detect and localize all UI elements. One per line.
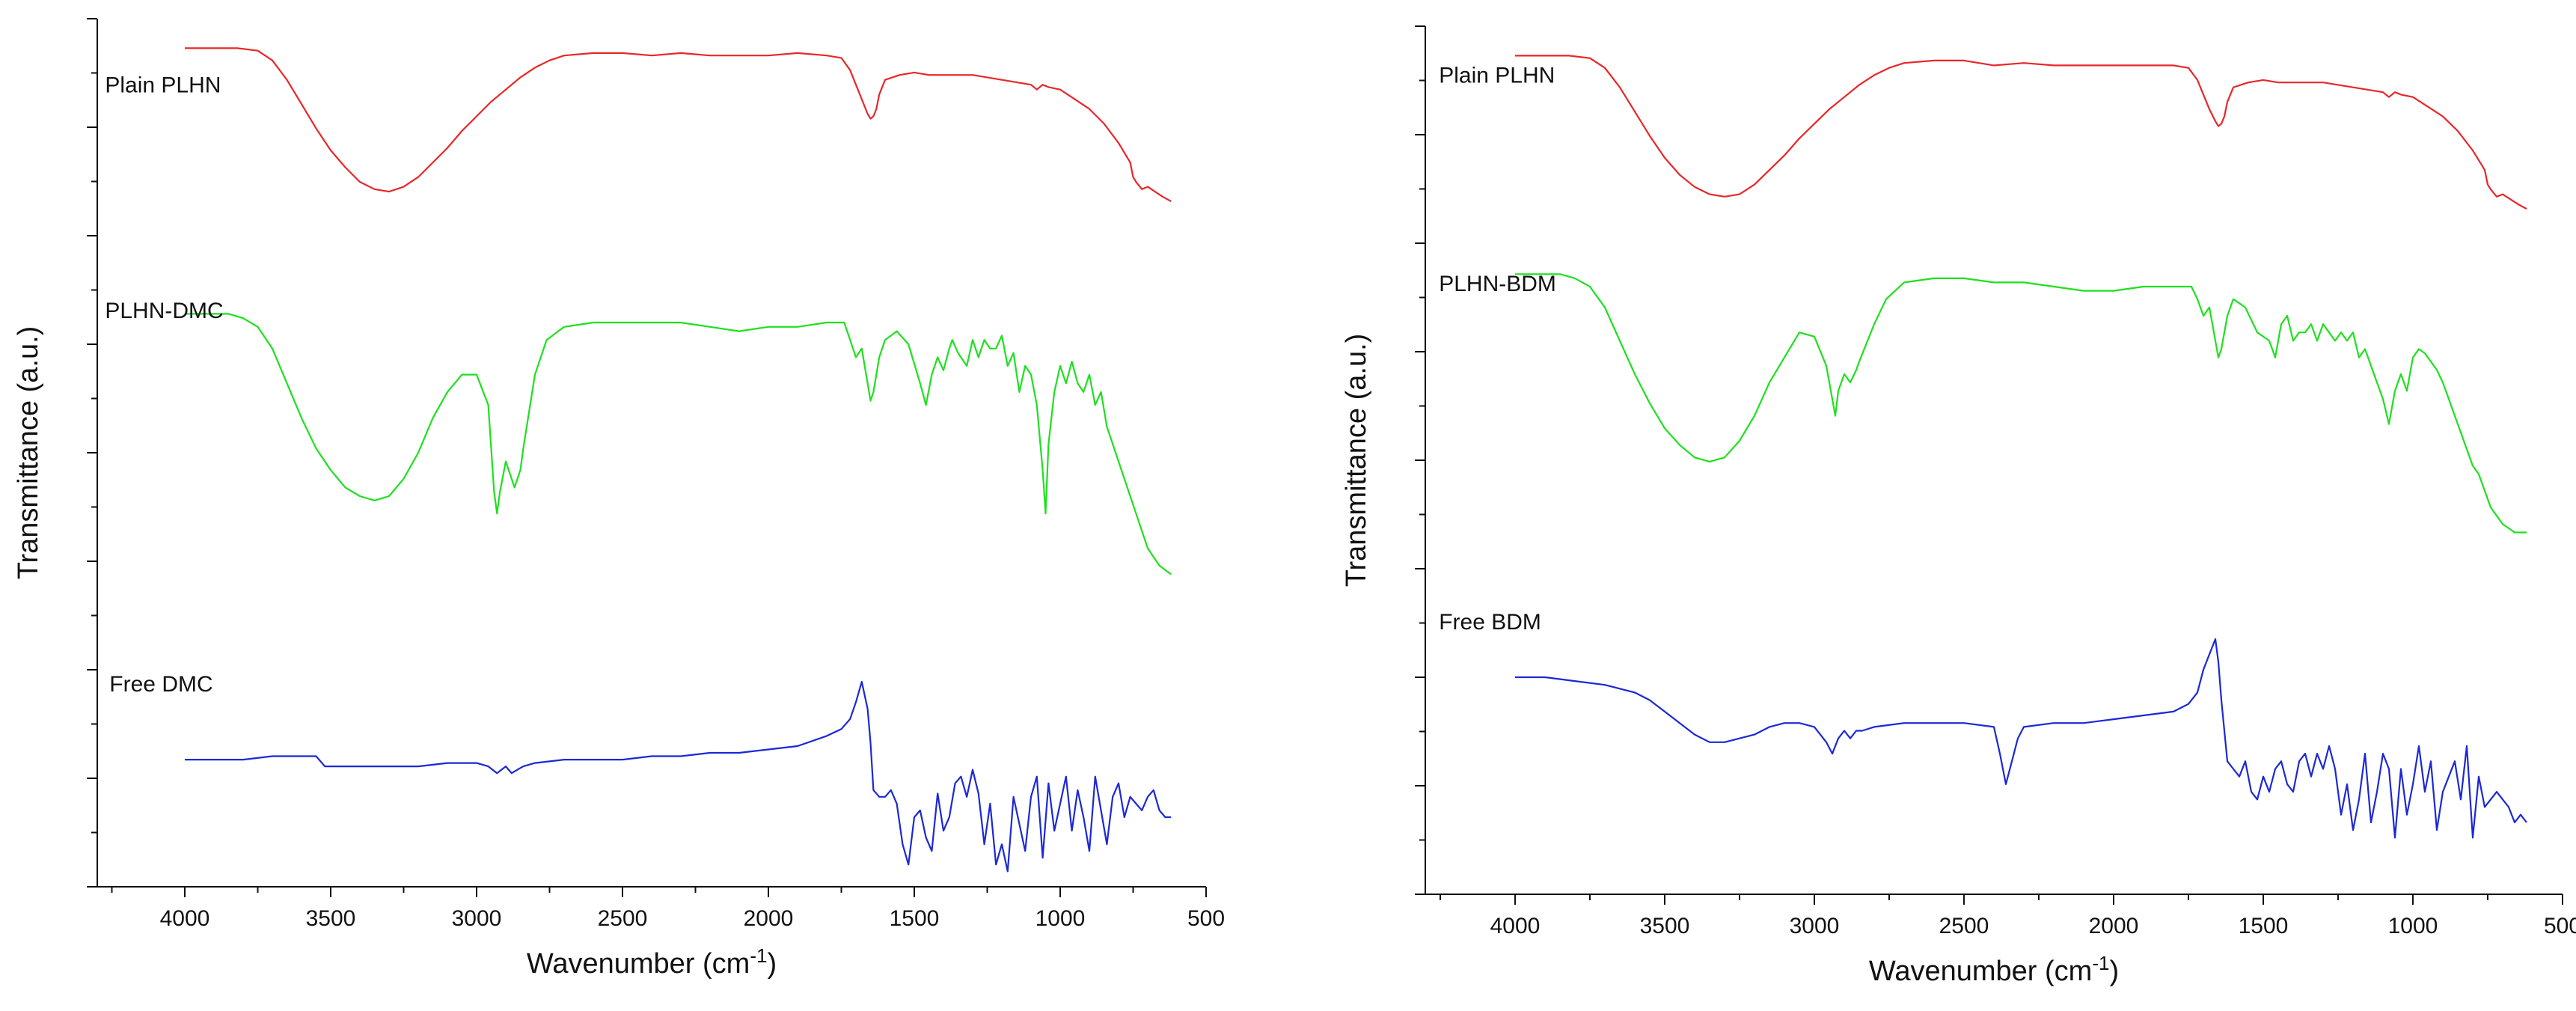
y-axis-title: Transmittance (a.u.) [1341, 334, 1372, 587]
series-label: PLHN-BDM [1439, 272, 1556, 296]
series-line-plain-plhn [185, 47, 1172, 203]
x-tick-label: 4000 [160, 906, 210, 931]
series-line-plhn-bdm [1515, 273, 2527, 534]
x-tick-label: 2000 [744, 906, 794, 931]
x-tick-label: 3000 [452, 906, 502, 931]
series-line-free-dmc [185, 680, 1172, 873]
series-label: Free DMC [109, 672, 212, 697]
chart-panel-1: 4000 3500 3000 2500 2000 1500 1000 500 Wavenumbe… [13, 18, 1225, 980]
series-line-plain-plhn [1515, 55, 2527, 210]
series-line-free-bdm [1515, 638, 2527, 839]
x-tick-label: 3000 [1790, 914, 1840, 938]
x-tick-label: 2500 [1939, 914, 1989, 938]
x-tick-label: 1000 [2388, 914, 2438, 938]
series-line-plhn-dmc [185, 313, 1172, 575]
x-tick-label: 500 [1187, 906, 1225, 931]
y-axis-title: Transmittance (a.u.) [13, 326, 44, 580]
series-label: PLHN-DMC [105, 299, 223, 323]
chart-panel-2: 4000 3500 3000 2500 2000 1500 1000 500 Wavenumbe… [1341, 25, 2576, 987]
x-tick-label: 4000 [1490, 914, 1541, 938]
x-tick-label: 3500 [306, 906, 356, 931]
x-tick-label: 2000 [2089, 914, 2139, 938]
x-tick-label: 3500 [1640, 914, 1690, 938]
x-axis-title: Wavenumber (cm-1) [1869, 952, 2119, 987]
x-tick-label: 1500 [2239, 914, 2289, 938]
series-label: Plain PLHN [1439, 63, 1555, 88]
x-tick-label: 1500 [890, 906, 940, 931]
x-tick-label: 500 [2544, 914, 2576, 938]
x-tick-label: 2500 [598, 906, 648, 931]
series-label: Free BDM [1439, 610, 1541, 635]
x-tick-label: 1000 [1035, 906, 1086, 931]
series-label: Plain PLHN [105, 73, 221, 98]
x-axis-title: Wavenumber (cm-1) [527, 944, 777, 980]
